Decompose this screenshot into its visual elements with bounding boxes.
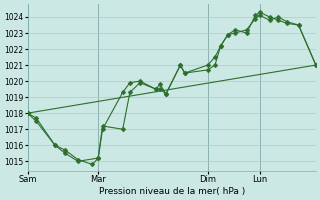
- X-axis label: Pression niveau de la mer( hPa ): Pression niveau de la mer( hPa ): [99, 187, 245, 196]
